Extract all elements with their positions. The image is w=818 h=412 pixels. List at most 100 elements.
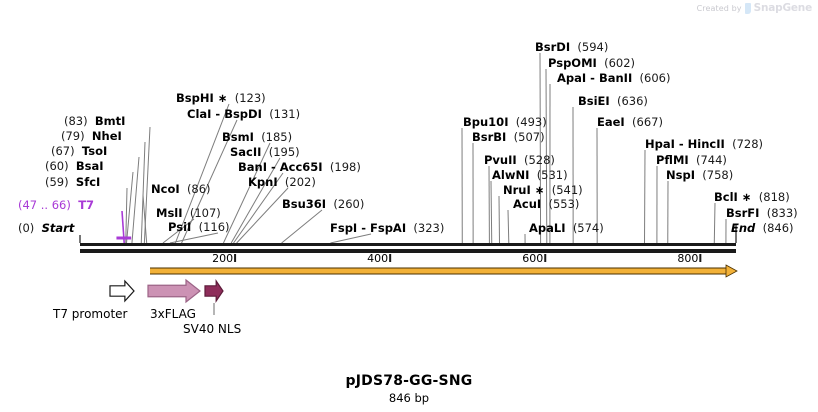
site-label-kpni[interactable]: KpnI (202)	[248, 176, 316, 188]
site-label-bsrfi[interactable]: BsrFI (833)	[726, 207, 798, 219]
site-enzyme-kpni: KpnI	[248, 175, 278, 189]
feature-label-t7-promoter[interactable]: T7 promoter	[53, 307, 128, 321]
feature-arrow-sv40-nls[interactable]	[204, 279, 224, 303]
site-label-bcli[interactable]: BclI ∗ (818)	[714, 191, 790, 203]
site-label-bsrbi[interactable]: BsrBI (507)	[472, 131, 545, 143]
leader-line-bsmi	[222, 142, 271, 244]
site-label-bsu36i[interactable]: Bsu36I (260)	[282, 198, 364, 210]
site-enzyme-msli: MslI	[156, 206, 183, 220]
site-label-nrui[interactable]: NruI ∗ (541)	[503, 184, 583, 196]
leader-line-sfci	[125, 187, 128, 244]
site-enzyme-bsrfi: BsrFI	[726, 206, 760, 220]
site-position-clai: (131)	[269, 107, 301, 121]
feature-arrow-3xflag[interactable]	[147, 278, 201, 304]
backbone-line	[80, 249, 736, 253]
site-position-hpai: (728)	[732, 137, 764, 151]
site-label-pvuii[interactable]: PvuII (528)	[484, 154, 555, 166]
site-enzyme-bpu10i: Bpu10I	[463, 115, 509, 129]
ruler-number-200: 200	[212, 252, 234, 265]
site-label-nhei[interactable]: (79) NheI	[61, 130, 122, 142]
leader-line-fspi	[330, 233, 372, 244]
site-label-nspi[interactable]: NspI (758)	[666, 169, 733, 181]
site-label-pflmi[interactable]: PflMI (744)	[656, 154, 727, 166]
site-enzyme-nhei: NheI	[91, 129, 122, 143]
leader-line-kpni	[236, 187, 289, 244]
site-enzyme-apai: ApaI - BanII	[557, 71, 633, 85]
site-enzyme-ncoi: NcoI	[151, 182, 180, 196]
site-position-bcli: (818)	[758, 190, 790, 204]
site-position-apai: (606)	[639, 71, 671, 85]
site-label-hpai[interactable]: HpaI - HincII (728)	[645, 138, 763, 150]
site-label-eaei[interactable]: EaeI (667)	[597, 116, 663, 128]
site-enzyme-bsiei: BsiEI	[578, 94, 610, 108]
site-label-fspi[interactable]: FspI - FspAI (323)	[330, 222, 444, 234]
site-enzyme-bsai: BsaI	[75, 159, 104, 173]
site-label-sacii[interactable]: SacII (195)	[230, 146, 300, 158]
site-label-start[interactable]: (0) Start	[18, 222, 74, 234]
site-label-bani[interactable]: BanI - Acc65I (198)	[238, 161, 361, 173]
site-enzyme-pvuii: PvuII	[484, 153, 517, 167]
site-position-bsrbi: (507)	[513, 130, 545, 144]
backbone-sites-line	[80, 243, 736, 246]
leader-line-acui	[507, 209, 510, 244]
site-position-bani: (198)	[329, 160, 361, 174]
site-enzyme-t7: T7	[78, 198, 95, 212]
ruler-number-800: 800	[677, 252, 699, 265]
snapgene-watermark: Created by SnapGene	[697, 2, 813, 14]
site-label-psii[interactable]: PsiI (116)	[168, 221, 230, 233]
site-label-bsmi[interactable]: BsmI (185)	[222, 131, 292, 143]
site-label-acui[interactable]: AcuI (553)	[513, 198, 579, 210]
site-label-alwni[interactable]: AlwNI (531)	[492, 169, 568, 181]
site-position-bsrfi: (833)	[766, 206, 798, 220]
site-label-sfci[interactable]: (59) SfcI	[45, 176, 100, 188]
leader-line-psii	[169, 232, 219, 244]
site-label-bpu10i[interactable]: Bpu10I (493)	[463, 116, 547, 128]
site-position-bsiei: (636)	[617, 94, 648, 108]
site-label-bmti[interactable]: (83) BmtI	[64, 115, 125, 127]
leader-line-sacii	[230, 157, 281, 244]
feature-label-3xflag[interactable]: 3xFLAG	[150, 307, 196, 321]
site-label-ncoi[interactable]: NcoI (86)	[151, 183, 211, 195]
site-enzyme-start: Start	[41, 221, 75, 235]
site-label-bsphi[interactable]: BspHI ∗ (123)	[176, 92, 266, 104]
site-label-bsiei[interactable]: BsiEI (636)	[578, 95, 648, 107]
site-position-tsoi: (67)	[51, 144, 75, 158]
feature-label-sv40-nls[interactable]: SV40 NLS	[183, 322, 242, 336]
site-label-bsrdi[interactable]: BsrDI (594)	[535, 41, 608, 53]
feature-arrow-t7-promoter[interactable]	[109, 279, 135, 303]
site-enzyme-nrui: NruI ∗	[503, 183, 545, 197]
site-label-apai[interactable]: ApaI - BanII (606)	[557, 72, 670, 84]
site-position-end: (846)	[762, 221, 794, 235]
site-label-tsoi[interactable]: (67) TsoI	[51, 145, 107, 157]
site-label-pspomi[interactable]: PspOMI (602)	[548, 57, 635, 69]
site-enzyme-eaei: EaeI	[597, 115, 625, 129]
ruler-number-600: 600	[522, 252, 544, 265]
site-label-bsai[interactable]: (60) BsaI	[45, 160, 104, 172]
site-position-sacii: (195)	[268, 145, 300, 159]
site-label-t7[interactable]: (47 .. 66) T7	[18, 199, 94, 211]
site-enzyme-bsrdi: BsrDI	[535, 40, 571, 54]
site-position-bsai: (60)	[45, 159, 69, 173]
site-enzyme-pflmi: PflMI	[656, 153, 689, 167]
site-enzyme-clai: ClaI - BspDI	[187, 107, 262, 121]
leader-line-ncoi	[142, 194, 148, 244]
leader-line-alwni	[490, 180, 493, 244]
leader-line-tsoi	[131, 156, 140, 244]
page-title: pJDS78-GG-SNG	[345, 373, 473, 389]
site-label-end[interactable]: End (846)	[731, 222, 794, 234]
site-position-ncoi: (86)	[186, 182, 211, 196]
site-label-msli[interactable]: MslI (107)	[156, 207, 221, 219]
site-enzyme-bsmi: BsmI	[222, 130, 254, 144]
leader-line-bsu36i	[281, 209, 323, 244]
site-position-start: (0)	[18, 221, 35, 235]
site-enzyme-alwni: AlwNI	[492, 168, 530, 182]
site-enzyme-bmti: BmtI	[94, 114, 126, 128]
leader-line-clai	[181, 119, 238, 244]
site-enzyme-hpai: HpaI - HincII	[645, 137, 725, 151]
site-label-apali[interactable]: ApaLI (574)	[529, 222, 604, 234]
site-position-pspomi: (602)	[604, 56, 636, 70]
site-enzyme-sfci: SfcI	[75, 175, 101, 189]
site-label-clai[interactable]: ClaI - BspDI (131)	[187, 108, 300, 120]
